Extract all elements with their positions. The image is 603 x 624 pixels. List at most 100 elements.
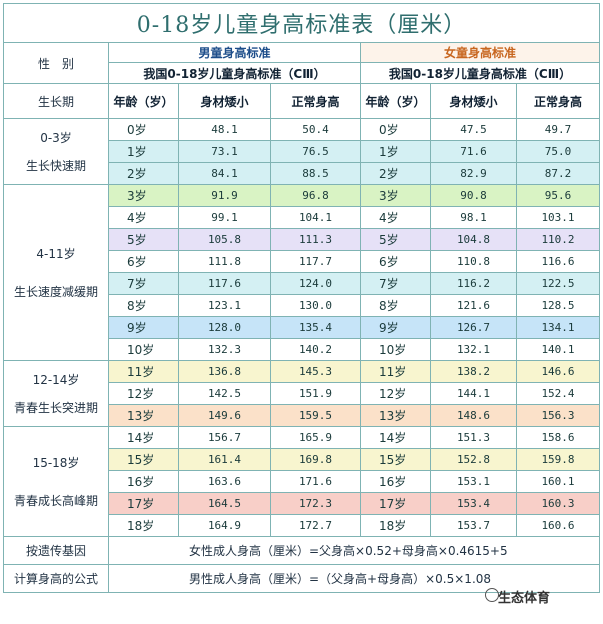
girls-header: 女童身高标准 <box>359 42 601 63</box>
girl-normal-cell: 75.0 <box>515 140 601 163</box>
boy-age-cell: 3岁 <box>108 184 179 207</box>
table-row: 15-18岁 青春成长高峰期 14岁 156.7 165.9 14岁 151.3 158.6 <box>3 426 601 537</box>
gender-label: 性 别 <box>3 42 109 84</box>
table-row: 13岁 149.6 159.5 13岁 148.6 156.3 <box>4 404 601 427</box>
girl-age-cell: 18岁 <box>360 514 431 537</box>
girl-short-cell: 104.8 <box>430 228 517 251</box>
stage-range: 0-3岁 <box>40 130 72 145</box>
stage-name: 青春生长突进期 <box>13 400 98 415</box>
table-row: 10岁 132.3 140.2 10岁 132.1 140.1 <box>4 338 601 361</box>
girl-short-cell: 110.8 <box>430 250 517 273</box>
girl-normal-cell: 160.6 <box>515 514 601 537</box>
girls-standard-label: 我国0-18岁儿童身高标准（CⅢ） <box>359 62 601 84</box>
girl-normal-cell: 140.1 <box>515 338 601 361</box>
boy-age-cell: 12岁 <box>108 382 179 405</box>
boy-short-cell: 105.8 <box>178 228 271 251</box>
boy-short-cell: 117.6 <box>178 272 271 295</box>
boy-normal-cell: 171.6 <box>270 470 361 493</box>
boy-age-cell: 8岁 <box>108 294 179 317</box>
boys-col-short: 身材矮小 <box>178 83 271 119</box>
girl-short-cell: 148.6 <box>430 404 517 427</box>
boy-normal-cell: 145.3 <box>270 360 361 383</box>
table-title: 0-18岁儿童身高标准表（厘米） <box>2 3 601 43</box>
boy-short-cell: 84.1 <box>178 162 271 185</box>
table-body: 0-3岁 生长快速期 0岁 48.1 50.4 0岁 47.5 49.7 1岁 73.1 76.5 1… <box>3 118 601 537</box>
girl-short-cell: 71.6 <box>430 140 517 163</box>
boy-short-cell: 111.8 <box>178 250 271 273</box>
girl-short-cell: 98.1 <box>430 206 517 229</box>
table-row: 17岁 164.5 172.3 17岁 153.4 160.3 <box>4 492 601 515</box>
girl-age-cell: 2岁 <box>360 162 431 185</box>
boy-age-cell: 14岁 <box>108 426 179 449</box>
table-row: 4-11岁 生长速度减缓期 3岁 91.9 96.8 3岁 90.8 95.6 <box>3 184 601 361</box>
boy-short-cell: 48.1 <box>178 118 271 141</box>
girl-normal-cell: 158.6 <box>515 426 601 449</box>
boy-age-cell: 1岁 <box>108 140 179 163</box>
girl-short-cell: 152.8 <box>430 448 517 471</box>
girl-age-cell: 8岁 <box>360 294 431 317</box>
girl-short-cell: 126.7 <box>430 316 517 339</box>
table-row: 16岁 163.6 171.6 16岁 153.1 160.1 <box>4 470 601 493</box>
girl-age-cell: 3岁 <box>360 184 431 207</box>
girl-age-cell: 13岁 <box>360 404 431 427</box>
watermark-text: 生态体育 <box>498 591 551 606</box>
boy-age-cell: 4岁 <box>108 206 179 229</box>
girl-short-cell: 116.2 <box>430 272 517 295</box>
boy-normal-cell: 159.5 <box>270 404 361 427</box>
girl-age-cell: 6岁 <box>360 250 431 273</box>
girl-normal-cell: 122.5 <box>515 272 601 295</box>
girl-age-cell: 0岁 <box>360 118 431 141</box>
girl-normal-cell: 95.6 <box>515 184 601 207</box>
stage-name: 生长快速期 <box>25 158 86 173</box>
table-row: 18岁 164.9 172.7 18岁 153.7 160.6 <box>4 514 601 537</box>
girl-normal-cell: 103.1 <box>515 206 601 229</box>
stage-cell: 15-18岁 青春成长高峰期 <box>3 426 109 537</box>
watermark-icon <box>485 588 499 602</box>
stage-range: 12-14岁 <box>32 372 80 387</box>
boy-short-cell: 161.4 <box>178 448 271 471</box>
boy-normal-cell: 117.7 <box>270 250 361 273</box>
boy-age-cell: 5岁 <box>108 228 179 251</box>
boy-age-cell: 17岁 <box>108 492 179 515</box>
boys-header: 男童身高标准 <box>108 42 361 63</box>
table-row: 1岁 73.1 76.5 1岁 71.6 75.0 <box>4 140 601 163</box>
girl-short-cell: 153.1 <box>430 470 517 493</box>
boy-age-cell: 7岁 <box>108 272 179 295</box>
girl-short-cell: 151.3 <box>430 426 517 449</box>
boy-short-cell: 73.1 <box>178 140 271 163</box>
boy-short-cell: 149.6 <box>178 404 271 427</box>
girl-short-cell: 82.9 <box>430 162 517 185</box>
girl-normal-cell: 160.3 <box>515 492 601 515</box>
girl-normal-cell: 87.2 <box>515 162 601 185</box>
boy-normal-cell: 96.8 <box>270 184 361 207</box>
female-formula: 女性成人身高（厘米）=父身高×0.52+母身高×0.4615+5 <box>107 536 601 565</box>
girl-short-cell: 138.2 <box>430 360 517 383</box>
girl-normal-cell: 110.2 <box>515 228 601 251</box>
boy-normal-cell: 124.0 <box>270 272 361 295</box>
boy-normal-cell: 50.4 <box>270 118 361 141</box>
boys-standard-label: 我国0-18岁儿童身高标准（CⅢ） <box>108 62 361 84</box>
stage-cell: 0-3岁生长快速期 <box>3 118 109 185</box>
boy-short-cell: 91.9 <box>178 184 271 207</box>
girl-short-cell: 47.5 <box>430 118 517 141</box>
girl-normal-cell: 156.3 <box>515 404 601 427</box>
girls-col-short: 身材矮小 <box>430 83 517 119</box>
boy-normal-cell: 165.9 <box>270 426 361 449</box>
footer-label-bottom: 计算身高的公式 <box>3 564 109 593</box>
boy-short-cell: 164.9 <box>178 514 271 537</box>
girl-age-cell: 4岁 <box>360 206 431 229</box>
boy-age-cell: 18岁 <box>108 514 179 537</box>
girls-col-normal: 正常身高 <box>515 83 601 119</box>
stage-cell: 12-14岁青春生长突进期 <box>3 360 109 427</box>
boy-short-cell: 132.3 <box>178 338 271 361</box>
boy-normal-cell: 135.4 <box>270 316 361 339</box>
girl-normal-cell: 160.1 <box>515 470 601 493</box>
boy-short-cell: 156.7 <box>178 426 271 449</box>
stage-range: 15-18岁 <box>32 455 80 470</box>
boy-age-cell: 13岁 <box>108 404 179 427</box>
girls-col-age: 年龄（岁） <box>360 83 431 119</box>
boy-age-cell: 9岁 <box>108 316 179 339</box>
boy-normal-cell: 104.1 <box>270 206 361 229</box>
boy-age-cell: 15岁 <box>108 448 179 471</box>
height-standard-table: 0-18岁儿童身高标准表（厘米） 性 别 男童身高标准 女童身高标准 我国0-1… <box>2 3 601 593</box>
